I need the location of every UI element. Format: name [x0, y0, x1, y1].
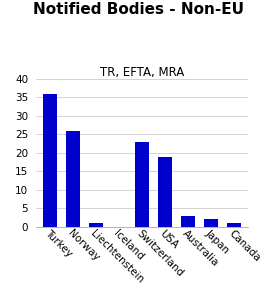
Bar	[181, 216, 195, 227]
Bar	[66, 131, 80, 227]
Bar	[43, 94, 57, 227]
Bar	[135, 142, 149, 227]
Title: TR, EFTA, MRA: TR, EFTA, MRA	[100, 66, 184, 79]
Bar	[204, 220, 218, 227]
Bar	[158, 157, 172, 227]
Bar	[227, 223, 241, 227]
Text: Notified Bodies - Non-EU: Notified Bodies - Non-EU	[33, 2, 244, 16]
Bar	[89, 223, 103, 227]
